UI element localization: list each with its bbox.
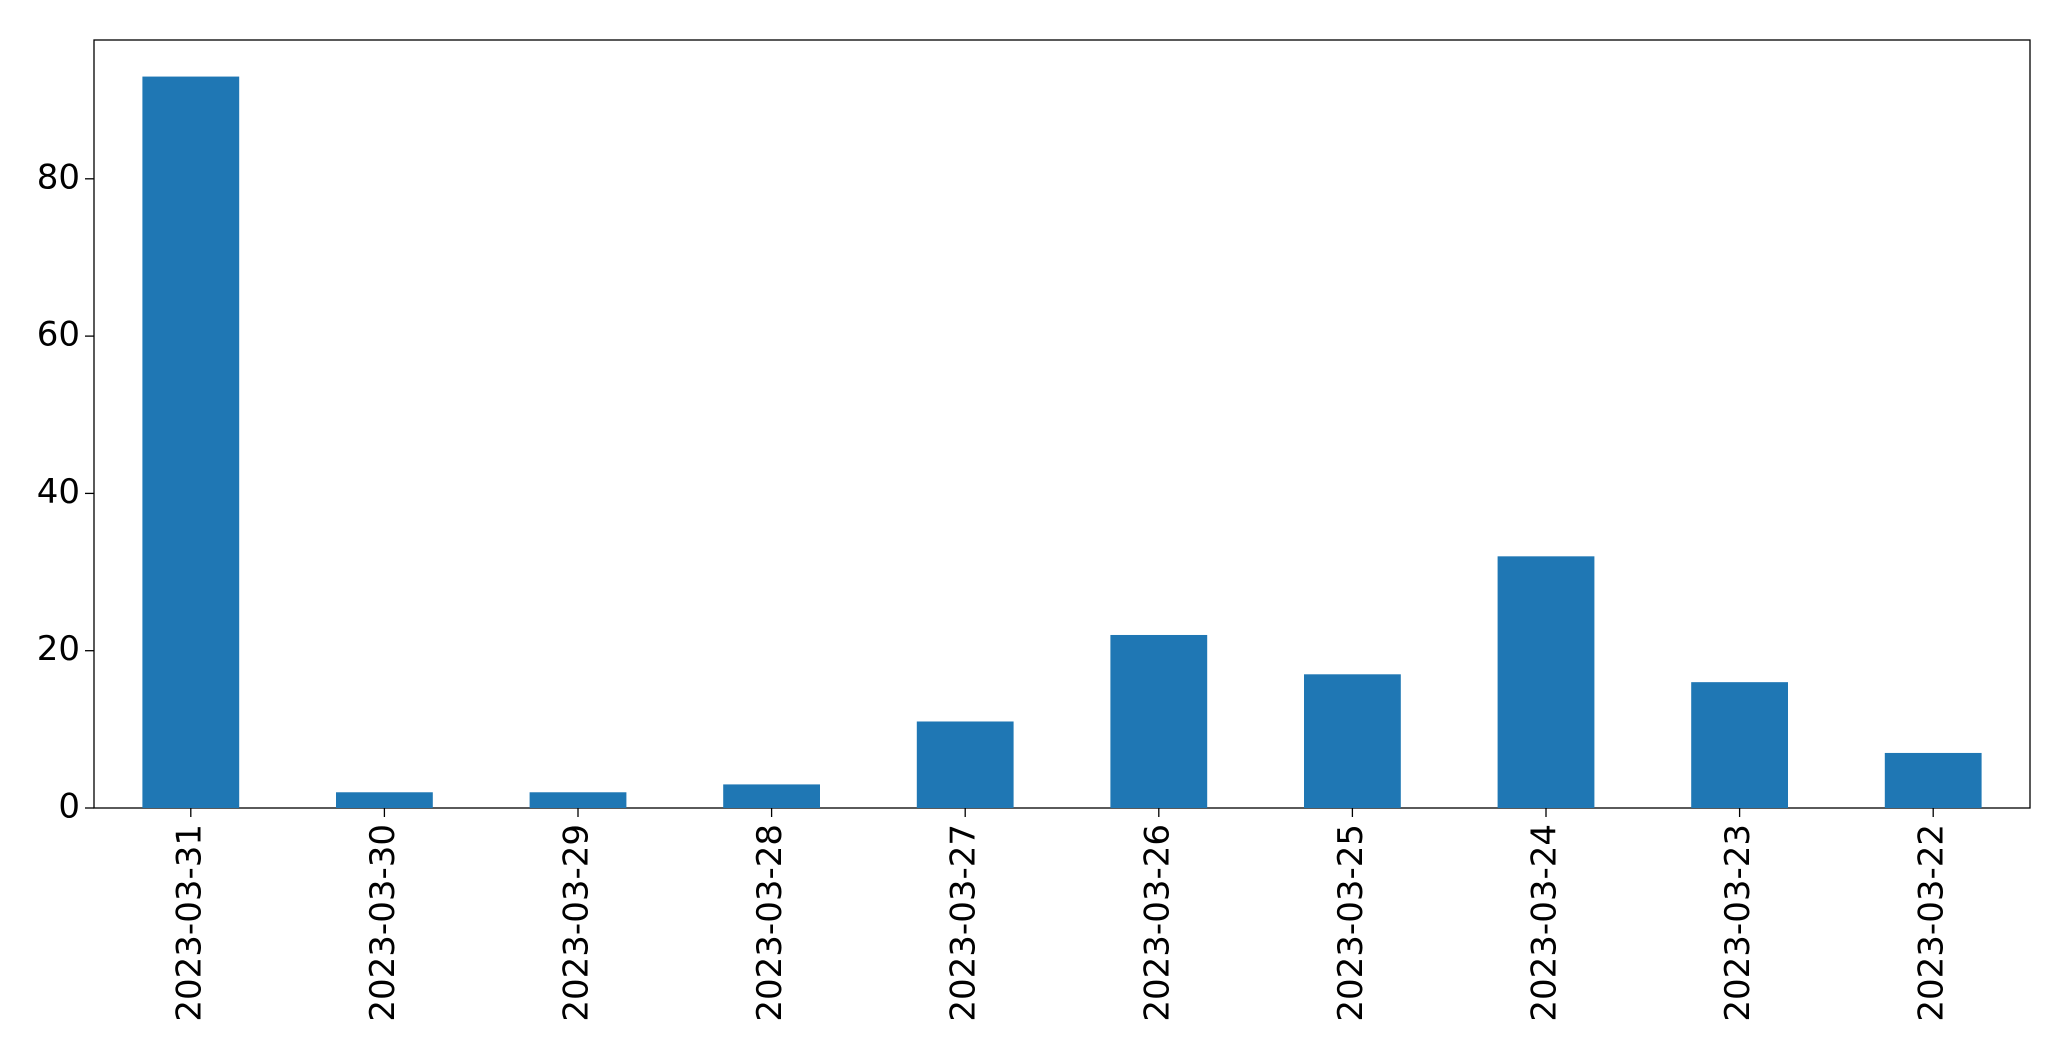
x-tick-label: 2023-03-31 (169, 824, 209, 1022)
x-tick-label: 2023-03-28 (750, 824, 790, 1022)
y-tick-label: 80 (37, 157, 80, 197)
bar (916, 721, 1014, 808)
x-tick-label: 2023-03-26 (1137, 824, 1177, 1022)
bar (1884, 752, 1982, 808)
bar (723, 784, 820, 808)
bar (336, 792, 433, 808)
plot-frame (93, 39, 2031, 809)
bar (529, 792, 627, 808)
x-tick-label: 2023-03-29 (557, 824, 597, 1022)
y-tick-label: 40 (37, 472, 80, 512)
y-tick-label: 0 (58, 787, 80, 827)
x-tick-label: 2023-03-24 (1525, 824, 1565, 1022)
y-tick-label: 20 (37, 629, 80, 669)
x-tick-label: 2023-03-27 (944, 824, 984, 1022)
x-tick-label: 2023-03-23 (1718, 824, 1758, 1022)
y-tick-label: 60 (37, 315, 80, 355)
bar (1110, 634, 1208, 808)
x-tick-label: 2023-03-30 (363, 824, 403, 1022)
bar (1304, 674, 1401, 808)
bar (142, 76, 240, 809)
bar (1691, 682, 1788, 808)
x-tick-label: 2023-03-25 (1331, 824, 1371, 1022)
bar (1497, 556, 1595, 808)
x-tick-label: 2023-03-22 (1912, 824, 1952, 1022)
